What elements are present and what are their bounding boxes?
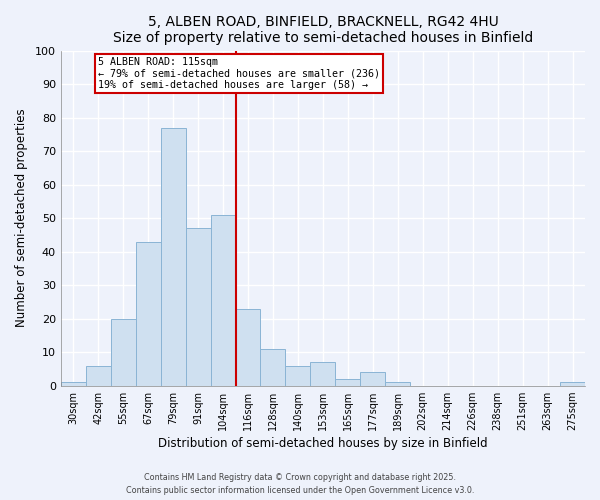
Bar: [260, 349, 286, 386]
Bar: [211, 215, 236, 386]
Bar: [61, 382, 86, 386]
Bar: [161, 128, 185, 386]
Bar: [310, 362, 335, 386]
Bar: [361, 372, 385, 386]
Bar: [236, 308, 260, 386]
Bar: [560, 382, 585, 386]
Bar: [86, 366, 111, 386]
Text: 5 ALBEN ROAD: 115sqm
← 79% of semi-detached houses are smaller (236)
19% of semi: 5 ALBEN ROAD: 115sqm ← 79% of semi-detac…: [98, 57, 380, 90]
Bar: [111, 318, 136, 386]
Bar: [185, 228, 211, 386]
Bar: [335, 379, 361, 386]
Text: Contains HM Land Registry data © Crown copyright and database right 2025.
Contai: Contains HM Land Registry data © Crown c…: [126, 473, 474, 495]
Bar: [136, 242, 161, 386]
X-axis label: Distribution of semi-detached houses by size in Binfield: Distribution of semi-detached houses by …: [158, 437, 488, 450]
Y-axis label: Number of semi-detached properties: Number of semi-detached properties: [15, 109, 28, 328]
Bar: [385, 382, 410, 386]
Bar: [286, 366, 310, 386]
Title: 5, ALBEN ROAD, BINFIELD, BRACKNELL, RG42 4HU
Size of property relative to semi-d: 5, ALBEN ROAD, BINFIELD, BRACKNELL, RG42…: [113, 15, 533, 45]
